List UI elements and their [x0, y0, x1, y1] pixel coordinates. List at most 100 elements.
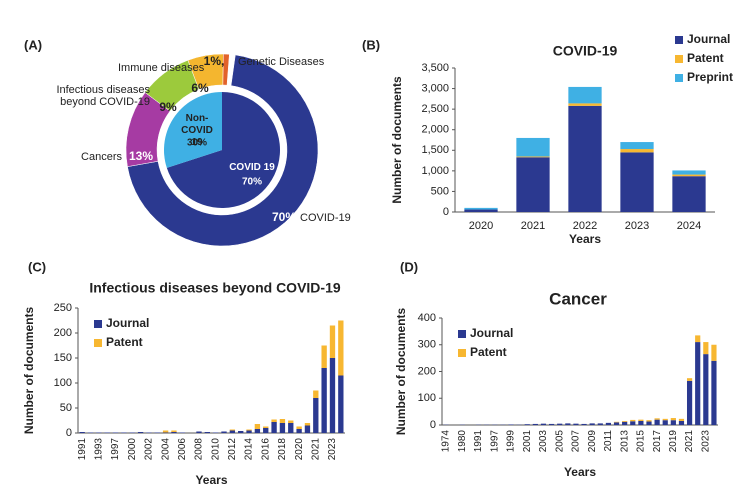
- chart-title: Infectious diseases beyond COVID-19: [89, 280, 341, 296]
- bar-segment: [695, 342, 701, 425]
- bar-segment: [271, 419, 277, 422]
- x-tick-label: 2020: [294, 438, 305, 461]
- chart-title: COVID-19: [553, 43, 618, 59]
- bar-segment: [672, 176, 706, 212]
- x-tick-label: 2010: [210, 438, 221, 461]
- bar-segment: [568, 86, 602, 104]
- bar-segment: [672, 170, 706, 175]
- pie-slice-name: COVID 19: [229, 162, 275, 173]
- bar-segment: [313, 390, 319, 398]
- bar-segment: [171, 430, 177, 432]
- bar-segment: [112, 432, 119, 433]
- y-tick-label: 2,000: [421, 124, 449, 136]
- bar-segment: [87, 432, 94, 433]
- y-tick-label: 500: [431, 185, 449, 197]
- bar-segment: [573, 423, 579, 425]
- legend-swatch: [458, 330, 466, 338]
- x-tick-label: 2016: [260, 438, 271, 461]
- bar-segment: [296, 426, 302, 429]
- bar-segment: [620, 152, 654, 212]
- bar-segment: [171, 432, 177, 433]
- bar-segment: [646, 420, 652, 422]
- panel-label: (D): [400, 259, 418, 274]
- bar-segment: [646, 421, 652, 425]
- bar-segment: [672, 174, 706, 177]
- x-tick-label: 2019: [668, 430, 679, 453]
- y-axis-label: Number of documents: [22, 307, 36, 435]
- y-tick-label: 3,500: [421, 62, 449, 74]
- legend-label: Journal: [470, 326, 513, 340]
- bar-segment: [703, 354, 709, 425]
- bar-segment: [620, 142, 654, 150]
- x-tick-label: 2018: [277, 438, 288, 461]
- bar-segment: [548, 423, 555, 425]
- y-tick-label: 150: [54, 352, 72, 364]
- bar-segment: [540, 423, 547, 425]
- bar-segment: [589, 423, 595, 425]
- x-tick-label: 2014: [244, 438, 255, 461]
- bar-segment: [622, 420, 628, 422]
- bar-segment: [711, 360, 717, 425]
- y-tick-label: 50: [60, 402, 72, 414]
- bar-segment: [271, 422, 277, 433]
- bar-segment: [516, 157, 550, 212]
- bar-segment: [304, 425, 311, 433]
- bar-segment: [96, 432, 102, 433]
- legend-label: Preprint: [687, 70, 733, 84]
- pie-value-label: 30%: [187, 138, 207, 149]
- pie-value-label: 70%: [242, 177, 262, 188]
- bar-segment: [630, 419, 636, 422]
- bar-segment: [254, 424, 261, 429]
- bar-segment: [263, 428, 269, 433]
- bar-segment: [662, 420, 668, 425]
- legend-swatch: [94, 320, 102, 328]
- slice-name: Immune diseases: [118, 62, 205, 74]
- legend-swatch: [675, 55, 683, 63]
- bar-segment: [146, 432, 152, 433]
- bar-segment: [686, 378, 693, 381]
- legend-label: Patent: [687, 51, 724, 65]
- x-tick-label: 2002: [144, 438, 155, 461]
- bar-segment: [711, 344, 717, 361]
- bar-segment: [288, 420, 294, 423]
- bar-segment: [313, 398, 319, 433]
- legend-label: Journal: [106, 316, 149, 330]
- x-tick-label: 2011: [603, 430, 614, 452]
- bar-segment: [104, 432, 110, 433]
- bar-segment: [605, 422, 612, 425]
- y-tick-label: 3,000: [421, 82, 449, 94]
- x-tick-label: 2021: [521, 220, 545, 232]
- x-tick-label: 2012: [227, 438, 238, 461]
- bar-segment: [464, 207, 498, 210]
- bar-segment: [162, 432, 169, 433]
- bar-segment: [638, 419, 644, 421]
- x-tick-label: 1974: [441, 430, 452, 453]
- bar-segment: [279, 419, 286, 423]
- x-tick-label: 1991: [77, 438, 88, 461]
- donut-slice: [127, 54, 319, 247]
- x-tick-label: 1991: [473, 430, 484, 453]
- bar-segment: [296, 429, 302, 433]
- pie-slice-name: Non-COVID 19: [181, 113, 213, 148]
- slice-value-label: 6%: [191, 81, 209, 95]
- bar-segment: [288, 423, 294, 433]
- x-tick-label: 2023: [327, 438, 338, 461]
- bar-segment: [678, 420, 685, 425]
- x-axis-label: Years: [564, 465, 596, 479]
- slice-name: COVID-19: [300, 212, 351, 224]
- y-tick-label: 100: [54, 377, 72, 389]
- x-tick-label: 2015: [636, 430, 647, 453]
- bar-segment: [654, 418, 660, 420]
- bar-segment: [329, 358, 336, 433]
- x-tick-label: 2024: [677, 220, 701, 232]
- bar-segment: [321, 345, 327, 368]
- bar-segment: [162, 430, 169, 433]
- slice-value-label: 70%: [272, 210, 296, 224]
- bar-segment: [695, 335, 701, 343]
- y-tick-label: 250: [54, 302, 72, 314]
- x-axis-label: Years: [195, 473, 227, 487]
- y-tick-label: 300: [418, 339, 436, 351]
- x-tick-label: 2023: [625, 220, 649, 232]
- x-tick-label: 2009: [587, 430, 598, 453]
